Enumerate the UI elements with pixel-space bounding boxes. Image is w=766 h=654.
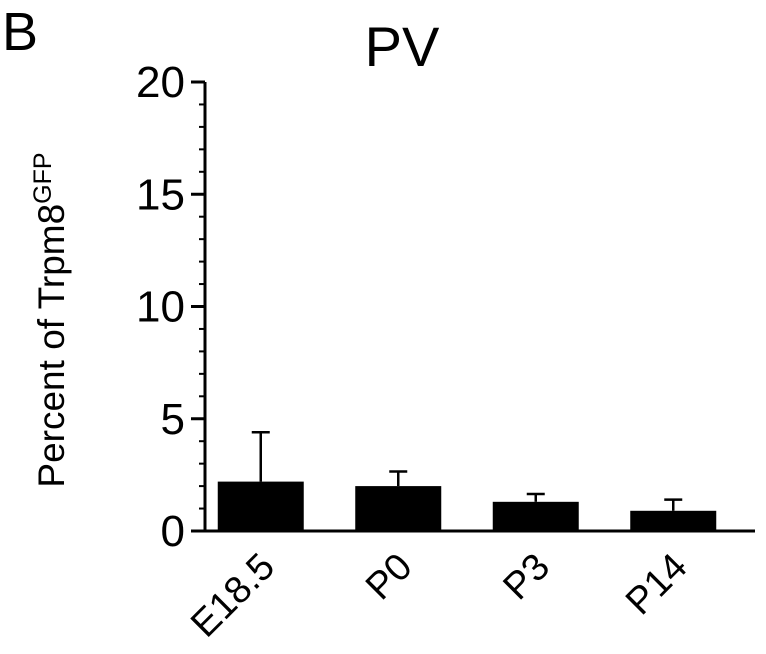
x-tick-label: P14: [618, 546, 696, 624]
bars: [217, 481, 717, 531]
y-axis-label: Percent of Trpm8GFP: [29, 152, 72, 487]
x-tick-label: E18.5: [183, 546, 283, 646]
error-bars: [251, 430, 683, 511]
x-tick-label: P0: [358, 546, 421, 609]
y-tick-label: 5: [161, 395, 185, 444]
bar: [217, 481, 304, 531]
bar: [492, 501, 579, 531]
chart-title: PV: [365, 15, 440, 78]
y-tick-label: 20: [136, 58, 185, 107]
x-tick-label: P3: [496, 546, 559, 609]
panel-label: B: [2, 2, 38, 62]
x-tick-labels: E18.5 P0 P3 P14: [183, 546, 695, 646]
y-axis-label-superscript: GFP: [29, 152, 57, 203]
bar: [355, 486, 442, 531]
y-tick-label: 10: [136, 283, 185, 332]
y-tick-label: 15: [136, 170, 185, 219]
axes: 0 5 10 15 20: [136, 58, 755, 556]
y-tick-label: 0: [161, 507, 185, 556]
bar: [630, 510, 717, 531]
y-axis-label-main: Percent of Trpm8: [31, 204, 72, 488]
